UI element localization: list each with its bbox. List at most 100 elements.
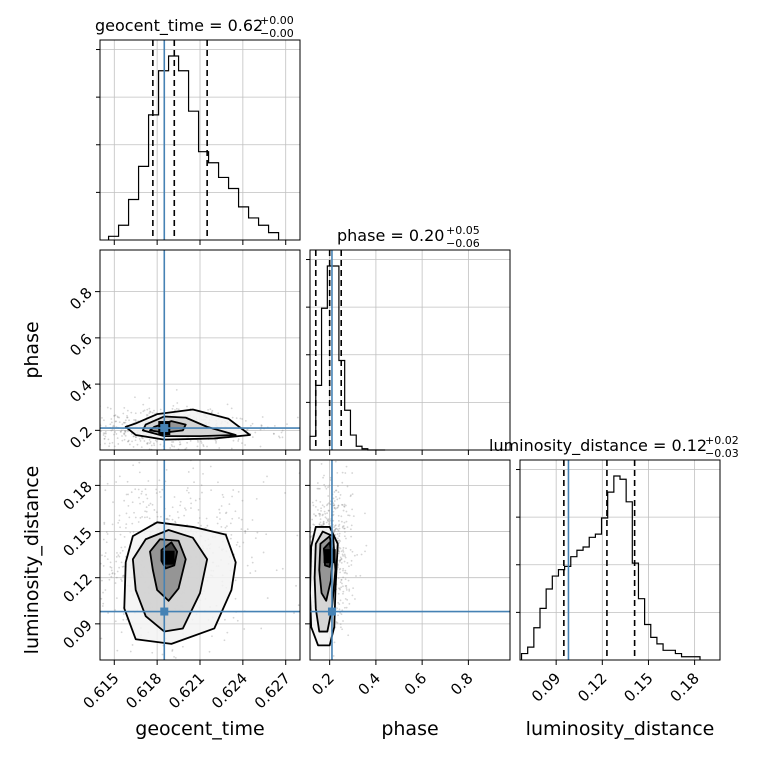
sample-point [338, 550, 341, 553]
sample-point [104, 555, 106, 558]
sample-point [241, 418, 244, 420]
sample-point [138, 471, 141, 474]
sample-point [113, 414, 116, 417]
sample-point [235, 543, 238, 546]
sample-point [196, 445, 199, 448]
sample-point [244, 419, 247, 422]
sample-point [139, 516, 142, 519]
sample-point [107, 438, 110, 441]
sample-point [337, 505, 340, 507]
sample-point [324, 485, 327, 488]
sample-point [143, 516, 146, 519]
sample-point [336, 607, 338, 610]
sample-point [345, 510, 348, 513]
sample-point [244, 530, 247, 533]
sample-point [108, 578, 111, 581]
sample-point [216, 516, 218, 518]
sample-point [350, 535, 353, 538]
y-axis-label-luminosity-distance: luminosity_distance [21, 466, 43, 655]
sample-point [215, 440, 217, 443]
sample-point [196, 439, 199, 442]
sample-point [141, 515, 144, 518]
sample-point [114, 414, 117, 417]
sample-point [337, 614, 339, 617]
sample-point [334, 507, 337, 510]
sample-point [231, 416, 234, 419]
sample-point [153, 409, 155, 412]
sample-point [303, 568, 305, 570]
sample-point [323, 522, 325, 525]
sample-point [123, 535, 126, 538]
sample-point [142, 403, 145, 406]
sample-point [339, 588, 341, 591]
sample-point [105, 541, 108, 544]
density-contour [131, 529, 209, 633]
sample-point [111, 572, 114, 575]
sample-point [120, 578, 122, 581]
sample-point [108, 445, 111, 448]
sample-point [103, 521, 106, 524]
sample-point [126, 480, 129, 483]
sample-point [344, 578, 347, 581]
sample-point [251, 561, 254, 564]
sample-point [111, 572, 114, 574]
sample-point [225, 525, 228, 528]
sample-point [186, 405, 188, 408]
sample-point [148, 442, 151, 445]
sample-point [332, 655, 335, 657]
sample-point [334, 534, 337, 536]
sample-point [145, 506, 148, 509]
sample-point [308, 586, 310, 588]
pair-content [100, 388, 299, 453]
sample-point [332, 502, 335, 505]
sample-point [340, 562, 343, 564]
sample-point [325, 521, 328, 524]
sample-point [102, 591, 104, 594]
sample-point [226, 631, 229, 634]
sample-point [205, 517, 208, 520]
sample-point [197, 441, 199, 443]
title-geocent-time-text: geocent_time = 0.62 [95, 16, 263, 36]
sample-point [329, 500, 332, 503]
sample-point [234, 510, 237, 513]
sample-point [250, 556, 253, 559]
sample-point [63, 582, 65, 584]
sample-point [306, 536, 308, 538]
x-tick-label: 0.621 [165, 669, 208, 712]
sample-point [161, 488, 164, 491]
sample-point [175, 388, 178, 391]
sample-point [335, 527, 338, 530]
sample-point [134, 396, 136, 399]
sample-point [178, 443, 181, 446]
sample-point [118, 555, 121, 558]
sample-point [343, 527, 346, 530]
sample-point [125, 512, 128, 515]
sample-point [112, 424, 115, 427]
sample-point [190, 507, 192, 509]
sample-point [335, 621, 338, 623]
sample-point [351, 594, 354, 597]
sample-point [238, 517, 240, 519]
x-tick-label: 0.09 [528, 669, 564, 705]
sample-point [121, 439, 124, 442]
sample-point [127, 440, 130, 443]
sample-point [345, 537, 347, 540]
sample-point [73, 622, 75, 624]
sample-point [103, 523, 106, 525]
sample-point [78, 563, 80, 565]
title-luminosity-distance-sup: +0.02 [705, 434, 739, 447]
sample-point [129, 531, 132, 534]
sample-point [209, 465, 212, 468]
sample-point [105, 531, 108, 533]
sample-point [305, 556, 307, 558]
sample-point [302, 564, 304, 566]
sample-point [146, 671, 148, 673]
sample-point [341, 504, 344, 506]
sample-point [135, 436, 137, 438]
sample-point [155, 488, 158, 491]
sample-point [127, 439, 130, 442]
sample-point [133, 451, 135, 453]
sample-point [338, 523, 341, 526]
sample-point [251, 519, 254, 521]
sample-point [333, 526, 335, 529]
